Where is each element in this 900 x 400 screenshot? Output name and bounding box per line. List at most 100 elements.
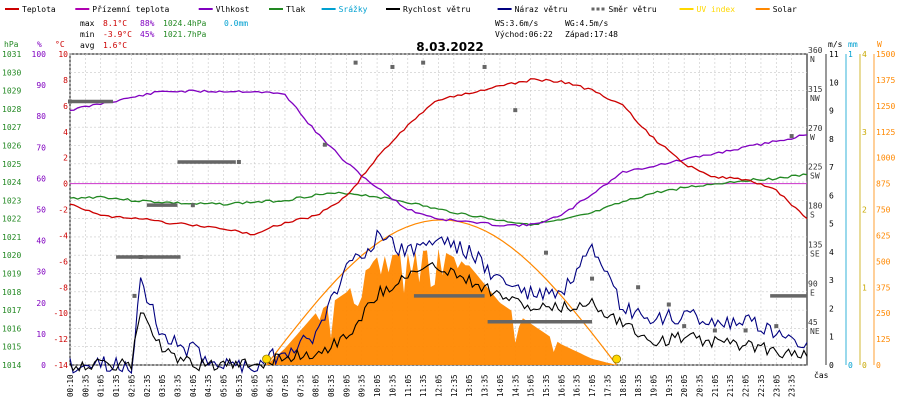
tick-solar: 125 bbox=[876, 335, 891, 344]
tick-solar: 250 bbox=[876, 309, 891, 318]
tick-time: 01:35 bbox=[112, 374, 121, 397]
tick-time: 20:35 bbox=[696, 374, 705, 397]
tick-wind: 0 bbox=[829, 361, 834, 370]
tick-hum: 50 bbox=[36, 206, 46, 215]
tick-solar: 750 bbox=[876, 206, 891, 215]
tick-press: 1022 bbox=[2, 215, 21, 224]
stats-min-hum: 45% bbox=[140, 30, 155, 39]
tick-rain: 1 bbox=[848, 50, 853, 59]
series-humidity-line bbox=[69, 89, 808, 228]
tick-time: 00:10 bbox=[66, 374, 75, 397]
tick-solar: 1125 bbox=[876, 128, 895, 137]
tick-time: 10:05 bbox=[373, 374, 382, 397]
tick-time: 17:05 bbox=[588, 374, 597, 397]
legend: Teplota Přízemní teplota Vlhkost Tlak Srážky… bbox=[5, 5, 797, 14]
dir-point bbox=[636, 285, 641, 290]
dir-point bbox=[132, 293, 137, 298]
tick-solar: 375 bbox=[876, 283, 891, 292]
tick-dir-value: 225 bbox=[808, 163, 823, 172]
tick-temp: -10 bbox=[54, 309, 69, 318]
stats-max-temp: 8.1°C bbox=[103, 19, 127, 28]
tick-time: 22:35 bbox=[757, 374, 766, 397]
dir-point bbox=[353, 60, 358, 65]
axis-unit-press: hPa bbox=[4, 40, 19, 49]
tick-time: 13:35 bbox=[481, 374, 490, 397]
tick-uv: 1 bbox=[862, 283, 867, 292]
dir-point bbox=[743, 328, 748, 333]
tick-dir-label: E bbox=[810, 288, 815, 297]
tick-press: 1026 bbox=[2, 141, 21, 150]
tick-dir-label: SW bbox=[810, 172, 820, 181]
tick-solar: 875 bbox=[876, 180, 891, 189]
tick-dir-label: S bbox=[810, 211, 815, 220]
tick-time: 11:35 bbox=[419, 374, 428, 397]
tick-hum: 20 bbox=[36, 299, 46, 308]
tick-rain: 0 bbox=[848, 361, 853, 370]
wind-wg: WG:4.5m/s bbox=[565, 19, 609, 28]
tick-press: 1031 bbox=[2, 50, 21, 59]
tick-temp: -8 bbox=[58, 283, 68, 292]
stats-block: max 8.1°C 88% 1024.4hPa 0.0mm min -3.9°C… bbox=[80, 19, 618, 50]
legend-label-3: Tlak bbox=[286, 5, 305, 14]
tick-dir-value: 135 bbox=[808, 240, 823, 249]
tick-uv: 4 bbox=[862, 50, 867, 59]
dir-point bbox=[482, 64, 487, 69]
tick-time: 05:35 bbox=[235, 374, 244, 397]
tick-time: 01:05 bbox=[97, 374, 106, 397]
stats-min-label: min bbox=[80, 30, 95, 39]
stats-max-label: max bbox=[80, 19, 95, 28]
uv-marker bbox=[262, 354, 271, 364]
tick-solar: 1000 bbox=[876, 154, 895, 163]
tick-time: 04:35 bbox=[204, 374, 213, 397]
axis-unit-rain: mm bbox=[848, 40, 858, 49]
tick-time: 08:35 bbox=[327, 374, 336, 397]
tick-press: 1024 bbox=[2, 178, 21, 187]
tick-solar: 625 bbox=[876, 231, 891, 240]
tick-solar: 0 bbox=[876, 361, 881, 370]
tick-time: 20:05 bbox=[680, 374, 689, 397]
tick-hum: 40 bbox=[36, 237, 46, 246]
tick-solar: 500 bbox=[876, 257, 891, 266]
dir-point bbox=[712, 328, 717, 333]
tick-dir-value: 360 bbox=[808, 46, 823, 55]
dir-point bbox=[590, 276, 595, 281]
axis-unit-hum: % bbox=[37, 40, 42, 49]
tick-dir-value: 45 bbox=[808, 318, 818, 327]
series-wind-line bbox=[69, 261, 808, 372]
tick-time: 08:05 bbox=[312, 374, 321, 397]
tick-press: 1023 bbox=[2, 196, 21, 205]
tick-solar: 1250 bbox=[876, 102, 895, 111]
tick-time: 14:05 bbox=[496, 374, 505, 397]
legend-label-4: Srážky bbox=[339, 5, 368, 14]
series-gust-line bbox=[69, 229, 808, 375]
tick-time: 11:05 bbox=[404, 374, 413, 397]
tick-press: 1017 bbox=[2, 306, 21, 315]
tick-dir-value: 90 bbox=[808, 279, 818, 288]
tick-time: 07:05 bbox=[281, 374, 290, 397]
tick-wind: 9 bbox=[829, 107, 834, 116]
legend-label-1: Přízemní teplota bbox=[92, 5, 169, 14]
tick-press: 1015 bbox=[2, 343, 21, 352]
tick-time: 16:05 bbox=[557, 374, 566, 397]
tick-time: 13:05 bbox=[465, 374, 474, 397]
tick-temp: 0 bbox=[63, 180, 68, 189]
tick-time: 02:05 bbox=[127, 374, 136, 397]
stats-max-rain: 0.0mm bbox=[224, 19, 248, 28]
axis-unit-time: čas bbox=[814, 370, 829, 380]
axis-unit-wind: m/s bbox=[828, 40, 843, 49]
dir-point bbox=[666, 302, 671, 307]
tick-time: 15:35 bbox=[542, 374, 551, 397]
tick-press: 1014 bbox=[2, 361, 21, 370]
tick-press: 1030 bbox=[2, 68, 21, 77]
legend-label-9: Solar bbox=[773, 5, 797, 14]
dir-point bbox=[789, 134, 794, 139]
tick-time: 12:05 bbox=[435, 374, 444, 397]
tick-temp: 4 bbox=[63, 128, 68, 137]
tick-time: 19:35 bbox=[665, 374, 674, 397]
dir-point bbox=[322, 142, 327, 147]
tick-press: 1029 bbox=[2, 87, 21, 96]
dir-point bbox=[513, 108, 518, 113]
tick-wind: 7 bbox=[829, 163, 834, 172]
tick-temp: -12 bbox=[54, 335, 69, 344]
